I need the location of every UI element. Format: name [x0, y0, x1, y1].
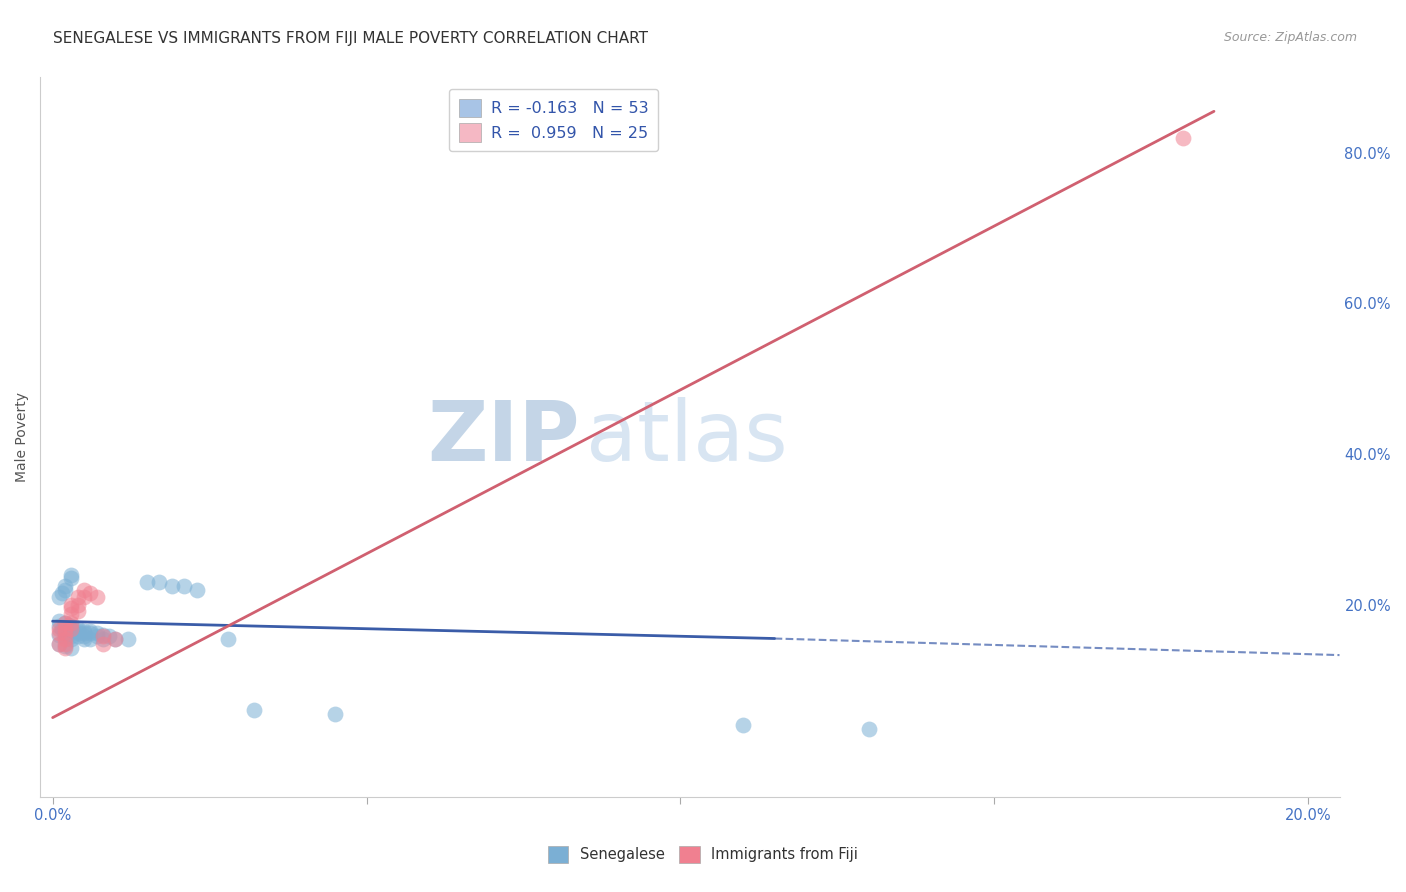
Point [66, 604, 89, 618]
Point [53, 629, 76, 643]
Point [60, 619, 83, 633]
Point [48, 628, 70, 642]
Point [60, 567, 83, 582]
Point [73, 624, 96, 638]
Y-axis label: Male Poverty: Male Poverty [15, 392, 30, 482]
Point [73, 629, 96, 643]
Point [51, 586, 73, 600]
Point [217, 632, 239, 646]
Point [135, 575, 157, 590]
Point [53, 624, 76, 638]
Legend: R = -0.163   N = 53, R =  0.959   N = 25: R = -0.163 N = 53, R = 0.959 N = 25 [449, 89, 658, 152]
Point [242, 703, 264, 717]
Point [117, 632, 139, 646]
Point [60, 598, 83, 612]
Point [66, 624, 89, 638]
Point [66, 598, 89, 612]
Text: Source: ZipAtlas.com: Source: ZipAtlas.com [1223, 31, 1357, 45]
Point [60, 622, 83, 636]
Point [53, 641, 76, 656]
Point [48, 622, 70, 636]
Point [73, 632, 96, 646]
Point [48, 590, 70, 604]
Point [53, 582, 76, 597]
Point [60, 616, 83, 631]
Point [48, 637, 70, 651]
Text: SENEGALESE VS IMMIGRANTS FROM FIJI MALE POVERTY CORRELATION CHART: SENEGALESE VS IMMIGRANTS FROM FIJI MALE … [53, 31, 648, 46]
Point [73, 582, 96, 597]
Point [66, 590, 89, 604]
Point [60, 632, 83, 646]
Point [733, 718, 755, 732]
Point [173, 579, 195, 593]
Point [91, 637, 114, 651]
Point [60, 571, 83, 585]
Point [48, 618, 70, 632]
Point [323, 706, 346, 721]
Point [91, 629, 114, 643]
Point [148, 575, 170, 590]
Point [60, 601, 83, 615]
Text: atlas: atlas [586, 397, 787, 477]
Point [60, 622, 83, 636]
Point [60, 641, 83, 656]
Point [73, 590, 96, 604]
Point [60, 626, 83, 640]
Legend: Senegalese, Immigrants from Fiji: Senegalese, Immigrants from Fiji [541, 840, 865, 869]
Point [66, 626, 89, 640]
Point [858, 722, 880, 736]
Point [98, 629, 121, 643]
Point [60, 629, 83, 643]
Point [60, 624, 83, 638]
Point [66, 629, 89, 643]
Point [53, 626, 76, 640]
Point [53, 616, 76, 631]
Point [66, 622, 89, 636]
Text: ZIP: ZIP [427, 397, 579, 477]
Point [91, 632, 114, 646]
Point [79, 586, 101, 600]
Point [1171, 130, 1194, 145]
Point [53, 637, 76, 651]
Point [186, 582, 208, 597]
Point [51, 622, 73, 636]
Point [86, 626, 108, 640]
Point [53, 616, 76, 631]
Point [104, 632, 127, 646]
Point [86, 590, 108, 604]
Point [53, 579, 76, 593]
Point [86, 629, 108, 643]
Point [73, 626, 96, 640]
Point [91, 628, 114, 642]
Point [79, 626, 101, 640]
Point [60, 607, 83, 621]
Point [79, 624, 101, 638]
Point [53, 639, 76, 653]
Point [53, 620, 76, 634]
Point [53, 622, 76, 636]
Point [53, 626, 76, 640]
Point [79, 632, 101, 646]
Point [104, 632, 127, 646]
Point [48, 614, 70, 628]
Point [160, 579, 183, 593]
Point [48, 637, 70, 651]
Point [53, 632, 76, 646]
Point [48, 626, 70, 640]
Point [58, 618, 80, 632]
